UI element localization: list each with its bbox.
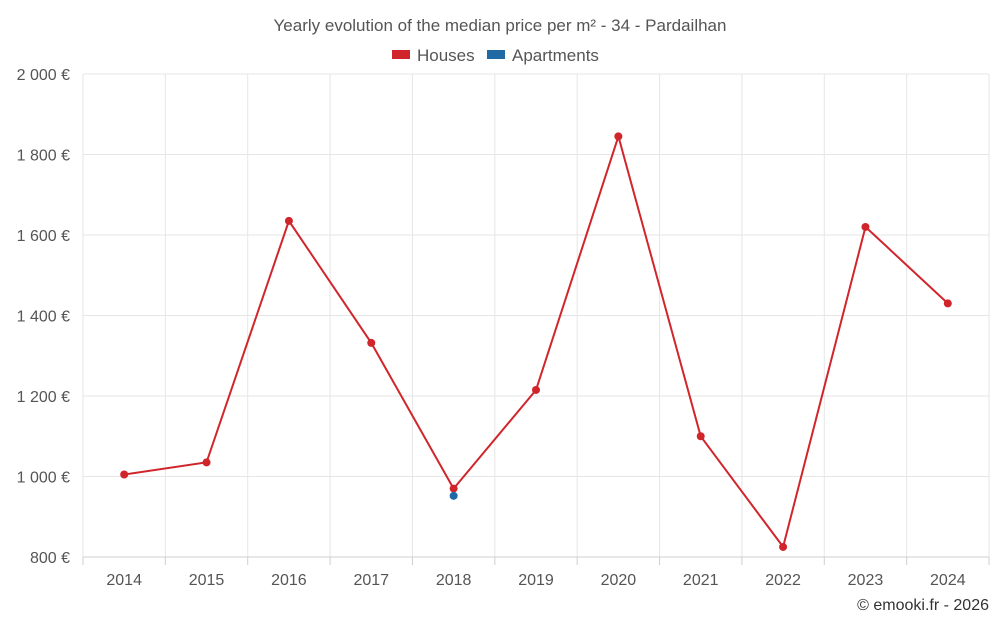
x-tick-label: 2018 — [436, 572, 472, 589]
x-axis: 2014 2015 2016 2017 2018 2019 2020 2021 2022 2023… — [82, 556, 990, 589]
data-point-houses[interactable] — [449, 484, 458, 493]
data-point-apartments[interactable] — [449, 491, 458, 500]
credit-text: © emooki.fr - 2026 — [857, 597, 989, 614]
x-tick-label: 2019 — [518, 572, 554, 589]
x-tick-label: 2021 — [683, 572, 719, 589]
y-tick-label: 2 000 € — [17, 67, 70, 84]
data-point-houses[interactable] — [779, 542, 788, 551]
x-tick-label: 2014 — [106, 572, 142, 589]
y-axis: 800 € 1 000 € 1 200 € 1 400 € 1 600 € 1 800 €… — [17, 67, 70, 567]
data-point-houses[interactable] — [861, 222, 870, 231]
legend-label-houses[interactable]: Houses — [417, 46, 475, 65]
data-point-houses[interactable] — [367, 338, 376, 347]
x-tick-label: 2015 — [189, 572, 225, 589]
x-tick-label: 2020 — [601, 572, 637, 589]
data-point-houses[interactable] — [696, 432, 705, 441]
y-tick-label: 1 400 € — [17, 309, 70, 326]
y-tick-label: 800 € — [30, 550, 70, 567]
legend-swatch-apartments[interactable] — [487, 50, 505, 59]
series-points — [120, 132, 952, 551]
data-point-houses[interactable] — [202, 458, 211, 467]
y-tick-label: 1 600 € — [17, 228, 70, 245]
x-tick-label: 2023 — [848, 572, 884, 589]
legend: Houses Apartments — [392, 46, 599, 65]
data-point-houses[interactable] — [943, 299, 952, 308]
data-point-houses[interactable] — [120, 470, 129, 479]
legend-label-apartments[interactable]: Apartments — [512, 46, 599, 65]
gridlines — [82, 73, 990, 557]
x-tick-label: 2016 — [271, 572, 307, 589]
data-point-houses[interactable] — [532, 385, 540, 394]
x-tick-label: 2022 — [765, 572, 801, 589]
data-point-houses[interactable] — [284, 216, 293, 225]
legend-swatch-houses[interactable] — [392, 50, 410, 59]
x-tick-label: 2024 — [930, 572, 966, 589]
y-tick-label: 1 200 € — [17, 389, 70, 406]
x-tick-label: 2017 — [353, 572, 389, 589]
chart-title: Yearly evolution of the median price per… — [274, 16, 727, 35]
y-tick-label: 1 800 € — [17, 148, 70, 165]
y-tick-label: 1 000 € — [17, 470, 70, 487]
data-point-houses[interactable] — [614, 132, 623, 141]
